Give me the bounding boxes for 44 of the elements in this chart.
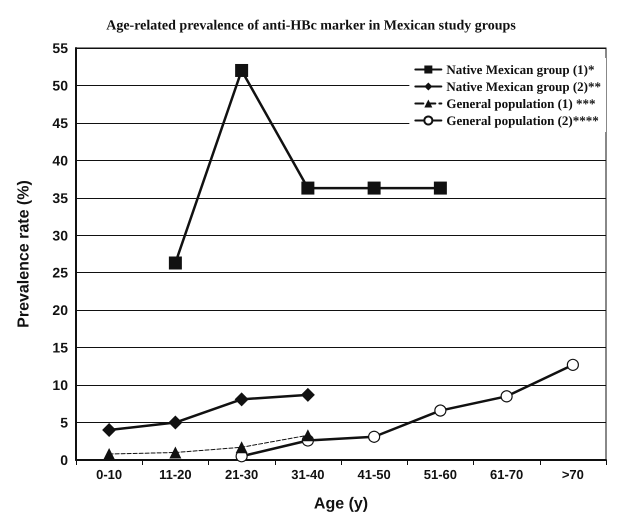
- y-axis-title: Prevalence rate (%): [16, 180, 32, 328]
- x-tick-label: >70: [562, 467, 584, 482]
- chart-title: Age-related prevalence of anti-HBc marker in Mexican study groups: [106, 18, 516, 34]
- y-tick-label: 35: [52, 190, 68, 206]
- x-tick-label: 41-50: [358, 467, 391, 482]
- legend-label: General population (2)****: [446, 113, 599, 128]
- point: [235, 64, 248, 77]
- legend-label: Native Mexican group (1)*: [446, 62, 594, 77]
- y-tick-label: 45: [52, 114, 68, 131]
- point: [566, 358, 579, 371]
- point: [301, 182, 314, 195]
- y-tick-label: 55: [52, 40, 68, 56]
- point: [500, 390, 513, 402]
- x-tick-label: 51-60: [424, 467, 457, 482]
- point: [102, 423, 116, 438]
- legend-label: General population (1) ***: [446, 96, 596, 111]
- point: [302, 429, 314, 442]
- y-tick-label: 15: [52, 340, 68, 356]
- y-tick-label: 5: [60, 414, 68, 431]
- point: [434, 182, 447, 195]
- point: [236, 441, 248, 454]
- point: [368, 182, 381, 195]
- point: [168, 256, 182, 270]
- y-tick-label: 50: [52, 77, 68, 94]
- y-tick-label: 10: [52, 377, 68, 394]
- y-tick-label: 0: [60, 452, 68, 468]
- x-tick-label: 31-40: [291, 467, 324, 482]
- x-tick-label: 21-30: [225, 467, 258, 482]
- y-tick-label: 25: [52, 264, 68, 281]
- x-tick-label: 11-20: [159, 467, 192, 482]
- x-tick-label: 0-10: [96, 467, 122, 482]
- y-tick-label: 40: [52, 152, 68, 168]
- point: [368, 430, 380, 443]
- point: [168, 416, 182, 430]
- point: [234, 392, 249, 406]
- point: [300, 388, 315, 402]
- x-tick-label: 61-70: [490, 467, 524, 482]
- y-tick-label: 20: [52, 302, 68, 318]
- y-tick-label: 30: [52, 227, 68, 244]
- point: [434, 404, 446, 417]
- point: [169, 446, 182, 459]
- point: [103, 448, 116, 460]
- legend-label: Native Mexican group (2)**: [446, 79, 601, 94]
- x-axis-title: Age (y): [314, 496, 368, 512]
